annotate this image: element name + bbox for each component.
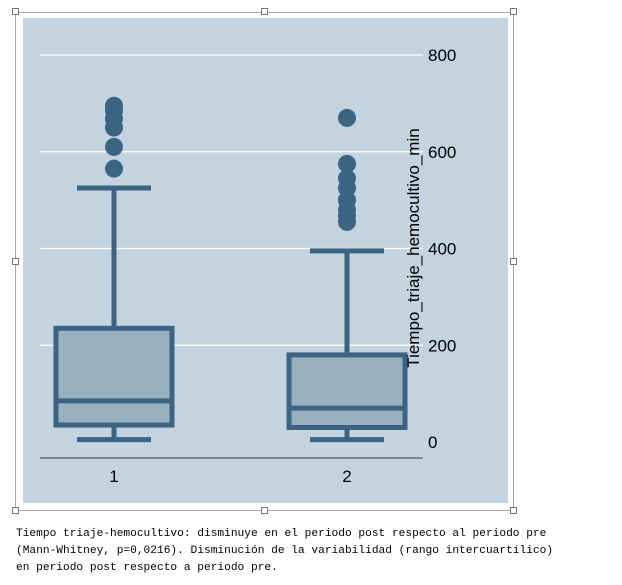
box-group-1 [53,96,175,443]
caption: Tiempo triaje-hemocultivo: disminuye en … [16,526,616,577]
y-tick-label-600: 600 [428,143,456,162]
y-tick-label-800: 800 [428,46,456,65]
resize-handle-middle-right[interactable] [510,258,517,265]
y-tick-label-200: 200 [428,336,456,355]
caption-line-2: (Mann-Whitney, p=0,0216). Disminución de… [16,545,554,557]
boxes [53,96,408,443]
outlier-point [105,96,123,115]
resize-handle-top-middle[interactable] [261,8,268,15]
iqr-box [286,352,408,430]
outlier-point [105,159,123,178]
iqr-box [53,325,175,428]
resize-handle-top-left[interactable] [12,8,19,15]
resize-handle-middle-left[interactable] [12,258,19,265]
y-tick-labels: 0 200 400 600 800 [428,46,456,452]
outlier-point [338,169,356,188]
y-tick-label-400: 400 [428,240,456,259]
y-axis-label: Tiempo_triaje_hemocultivo_min [404,128,423,367]
resize-handle-bottom-middle[interactable] [261,507,268,514]
x-tick-label-1: 1 [109,467,118,486]
caption-line-3: en periodo post respecto a periodo pre. [16,562,278,574]
caption-line-1: Tiempo triaje-hemocultivo: disminuye en … [16,528,547,540]
outlier-point [338,154,356,173]
outlier-point [105,137,123,156]
resize-handle-bottom-right[interactable] [510,507,517,514]
outlier-point [338,108,356,127]
x-tick-label-2: 2 [342,467,351,486]
resize-handle-top-right[interactable] [510,8,517,15]
plot-panel [23,18,508,503]
y-tick-label-0: 0 [428,433,437,452]
resize-handle-bottom-left[interactable] [12,507,19,514]
box-group-2 [286,108,408,443]
